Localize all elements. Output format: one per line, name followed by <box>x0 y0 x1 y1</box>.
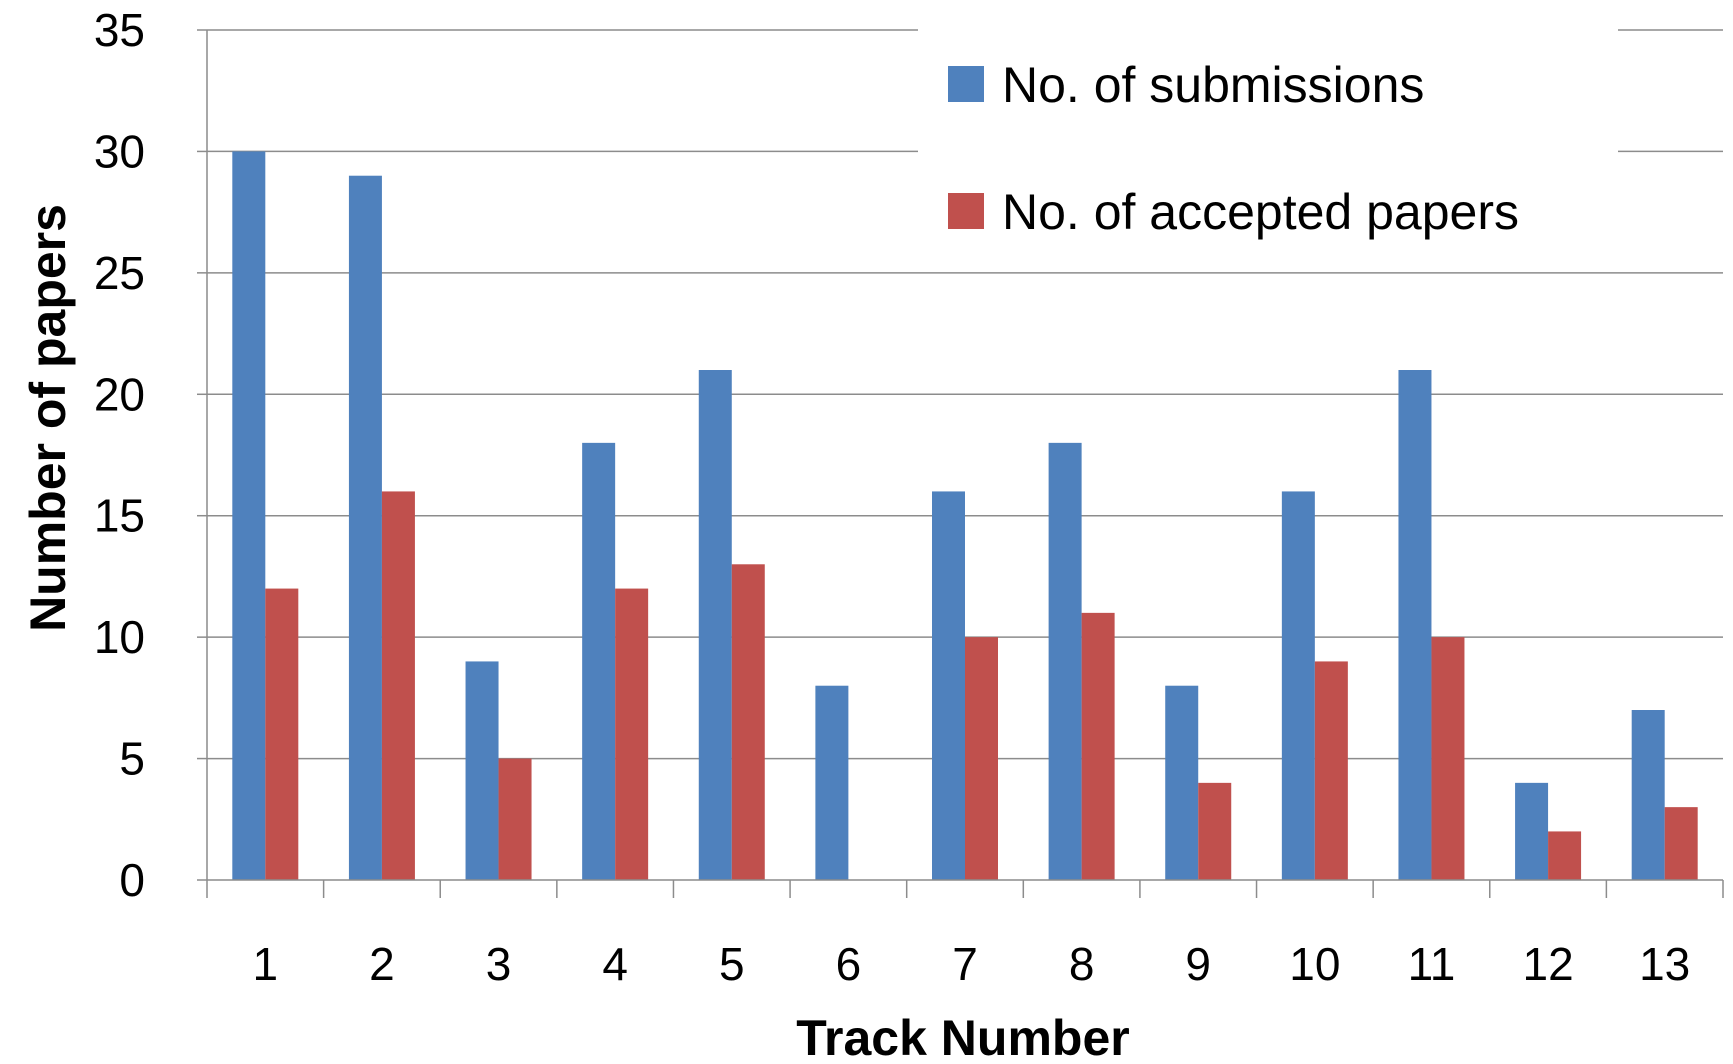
x-tick-labels: 1 2 3 4 5 6 7 8 9 10 11 12 13 <box>253 938 1691 990</box>
bars <box>232 151 1698 880</box>
legend-swatch-submissions <box>948 66 984 102</box>
bar-submissions <box>1281 491 1315 880</box>
bar-submissions <box>232 151 266 880</box>
bar-accepted <box>1548 831 1582 880</box>
y-tick-label: 30 <box>94 125 145 177</box>
bar-submissions <box>698 370 732 880</box>
x-tick-label: 4 <box>602 938 628 990</box>
x-tick-label: 8 <box>1069 938 1095 990</box>
bar-accepted <box>1314 661 1348 880</box>
bar-submissions <box>815 685 849 880</box>
bar-submissions <box>465 661 499 880</box>
y-tick-label: 15 <box>94 490 145 542</box>
y-tick-label: 35 <box>94 4 145 56</box>
x-tick-label: 6 <box>836 938 862 990</box>
bar-accepted <box>731 564 765 880</box>
bar-accepted <box>1664 807 1698 880</box>
legend-label-accepted: No. of accepted papers <box>1002 184 1519 240</box>
bar-accepted <box>965 637 998 880</box>
bar-accepted <box>615 588 649 880</box>
x-tick-label: 13 <box>1639 938 1690 990</box>
bar-submissions <box>1048 442 1082 880</box>
bar-submissions <box>348 175 382 880</box>
bar-submissions <box>1515 782 1549 880</box>
bar-submissions <box>932 491 965 880</box>
x-tick-label: 10 <box>1289 938 1340 990</box>
bar-submissions <box>1165 685 1199 880</box>
x-tick-label: 1 <box>253 938 279 990</box>
legend-label-submissions: No. of submissions <box>1002 57 1424 113</box>
x-tick-label: 2 <box>369 938 395 990</box>
bar-accepted <box>498 758 532 880</box>
bar-accepted <box>381 491 415 880</box>
y-tick-label: 25 <box>94 247 145 299</box>
bar-accepted <box>1081 612 1115 880</box>
legend: No. of submissions No. of accepted paper… <box>918 20 1618 270</box>
bar-submissions <box>1631 710 1665 880</box>
y-tick-label: 20 <box>94 368 145 420</box>
x-tick-label: 9 <box>1185 938 1211 990</box>
legend-background <box>918 20 1618 270</box>
x-axis-title: Track Number <box>796 1010 1129 1064</box>
bar-accepted <box>265 588 299 880</box>
y-tick-labels: 0 5 10 15 20 25 30 35 <box>94 4 207 906</box>
x-tick-label: 7 <box>952 938 978 990</box>
axes <box>206 30 1724 898</box>
x-tick-label: 5 <box>719 938 745 990</box>
x-tick-label: 12 <box>1522 938 1573 990</box>
x-tick-label: 11 <box>1408 938 1456 990</box>
bar-submissions <box>1398 370 1432 880</box>
y-tick-label: 5 <box>119 733 145 785</box>
y-tick-label: 10 <box>94 611 145 663</box>
bar-accepted <box>1198 782 1232 880</box>
y-tick-label: 0 <box>119 854 145 906</box>
bar-accepted <box>1431 637 1465 880</box>
bar-submissions <box>582 442 616 880</box>
x-tick-label: 3 <box>486 938 512 990</box>
y-axis-title: Number of papers <box>20 204 76 632</box>
legend-swatch-accepted <box>948 193 984 229</box>
